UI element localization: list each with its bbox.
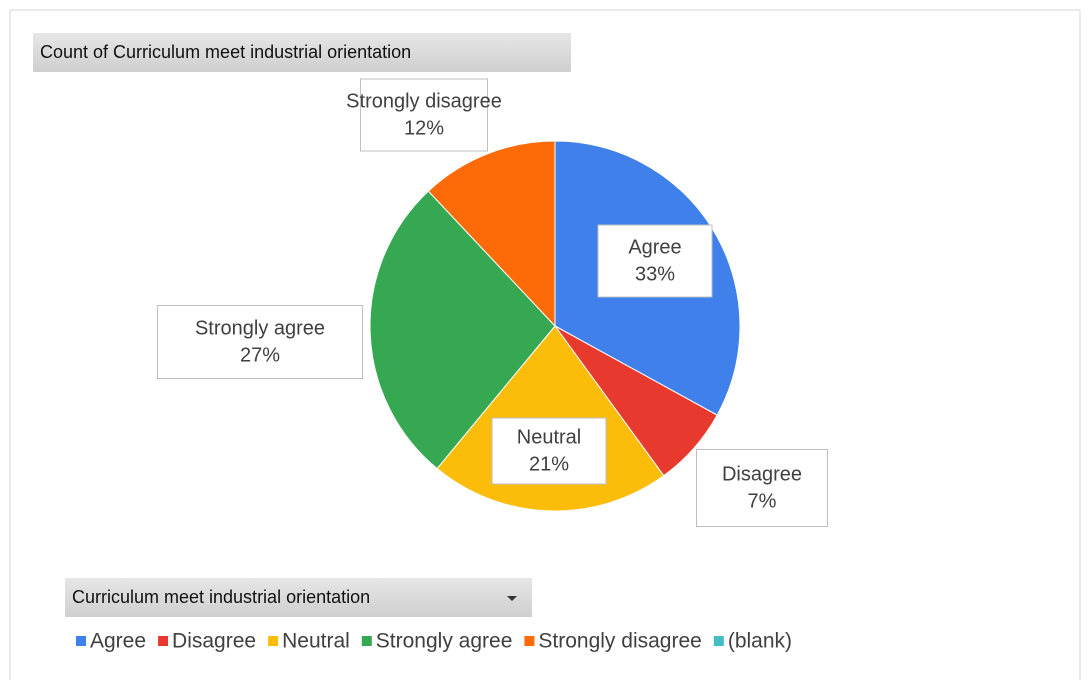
- pie-slice: [427, 140, 556, 328]
- legend-swatch: [268, 636, 279, 646]
- legend-swatch: [76, 636, 86, 646]
- data-label-value: 7%: [748, 490, 777, 512]
- data-label-category: Strongly disagree: [346, 90, 502, 112]
- legend-swatch: [158, 636, 169, 646]
- data-label-value: 27%: [240, 344, 280, 366]
- legend-label: Disagree: [172, 630, 256, 653]
- pie-slice: [369, 190, 556, 470]
- legend-swatch: [361, 636, 372, 646]
- data-label-category: Neutral: [517, 426, 581, 448]
- dropdown-arrow[interactable]: [507, 596, 517, 601]
- legend-label: Strongly disagree: [538, 630, 701, 653]
- legend-label: (blank): [728, 630, 792, 653]
- data-label-box: [360, 78, 488, 152]
- data-label-box: [491, 417, 607, 485]
- legend-label: Strongly agree: [376, 630, 513, 653]
- data-label-category: Strongly agree: [195, 317, 325, 339]
- data-label-box: [597, 224, 713, 298]
- data-label-value: 21%: [529, 453, 569, 475]
- filter-label[interactable]: Curriculum meet industrial orientation: [72, 587, 370, 607]
- data-label-value: 12%: [404, 117, 444, 139]
- data-labels: Agree 33% Disagree 7% Neutral 21% Strongly agr…: [157, 78, 828, 527]
- legend-label: Agree: [90, 630, 146, 653]
- data-label-box: [157, 305, 363, 379]
- title-box: [33, 33, 571, 72]
- legend-swatch: [524, 636, 535, 646]
- legend-swatch: [713, 636, 724, 646]
- filter-button[interactable]: Curriculum meet industrial orientation: [65, 578, 532, 617]
- chart-title: Count of Curriculum meet industrial orie…: [40, 42, 411, 62]
- data-label-value: 33%: [635, 263, 675, 285]
- legend: Agree Disagree Neutral Strongly agree Strong…: [76, 630, 792, 653]
- filter-box[interactable]: [65, 578, 532, 617]
- data-label-category: Agree: [628, 236, 681, 258]
- data-label-category: Disagree: [722, 463, 802, 485]
- legend-label: Neutral: [282, 630, 350, 653]
- data-label-box: [696, 449, 828, 527]
